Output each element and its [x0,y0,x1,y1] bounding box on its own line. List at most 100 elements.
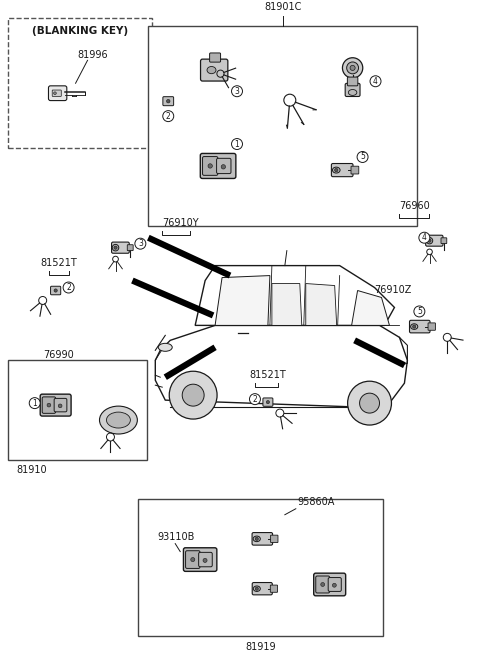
FancyBboxPatch shape [40,394,71,416]
Polygon shape [156,326,408,407]
Ellipse shape [253,536,260,542]
Text: 81901C: 81901C [264,3,301,12]
FancyBboxPatch shape [48,86,67,101]
Circle shape [203,558,207,563]
FancyBboxPatch shape [270,585,277,592]
Circle shape [167,100,170,103]
Circle shape [419,233,430,243]
Circle shape [428,239,431,242]
Circle shape [255,537,258,540]
Text: 5: 5 [417,307,422,316]
Text: 93110B: 93110B [157,532,195,542]
FancyBboxPatch shape [216,159,231,174]
FancyBboxPatch shape [409,320,430,333]
Ellipse shape [348,90,357,96]
Text: 81521T: 81521T [40,257,77,268]
Polygon shape [352,291,389,326]
Text: 2: 2 [66,283,71,292]
Text: 81919: 81919 [245,643,276,652]
Circle shape [47,403,51,407]
FancyBboxPatch shape [42,397,56,413]
FancyBboxPatch shape [252,582,272,595]
Circle shape [348,381,392,425]
Ellipse shape [410,324,418,329]
Bar [138,499,383,636]
FancyBboxPatch shape [263,398,273,406]
FancyBboxPatch shape [186,551,200,569]
Ellipse shape [253,586,260,591]
FancyBboxPatch shape [199,552,212,567]
Circle shape [163,111,174,122]
Circle shape [54,289,57,292]
Circle shape [250,394,261,405]
Circle shape [221,164,226,169]
Text: 95860A: 95860A [298,496,335,507]
FancyBboxPatch shape [328,578,341,591]
Text: 76960: 76960 [399,201,430,211]
Circle shape [231,86,242,97]
Bar [8,18,152,148]
FancyBboxPatch shape [203,157,218,176]
FancyBboxPatch shape [50,286,61,295]
Circle shape [54,92,56,94]
FancyBboxPatch shape [441,238,447,244]
FancyBboxPatch shape [52,90,61,96]
Circle shape [169,371,217,419]
Polygon shape [195,266,395,326]
Ellipse shape [426,238,433,244]
Circle shape [255,587,258,590]
Text: 81521T: 81521T [250,370,286,380]
FancyBboxPatch shape [351,166,359,174]
Circle shape [342,58,363,78]
Polygon shape [215,276,270,326]
Text: 2: 2 [166,111,170,121]
FancyBboxPatch shape [163,97,174,105]
Circle shape [321,582,324,586]
Ellipse shape [112,244,119,251]
Text: 5: 5 [360,153,365,162]
FancyBboxPatch shape [127,245,133,251]
Circle shape [182,384,204,406]
Text: 1: 1 [32,399,37,407]
Text: 2: 2 [252,394,257,403]
Circle shape [191,557,195,561]
FancyBboxPatch shape [426,235,443,246]
Circle shape [231,139,242,149]
Bar [148,26,418,226]
FancyBboxPatch shape [314,573,346,596]
Circle shape [58,404,62,407]
Circle shape [360,393,380,413]
Circle shape [63,282,74,293]
Bar [8,360,147,460]
Text: 3: 3 [138,239,143,248]
Circle shape [266,400,269,403]
FancyBboxPatch shape [345,83,360,96]
FancyBboxPatch shape [316,576,330,593]
FancyBboxPatch shape [271,535,278,542]
FancyBboxPatch shape [183,548,217,571]
Circle shape [350,66,355,71]
FancyBboxPatch shape [54,398,67,412]
FancyBboxPatch shape [348,77,358,86]
Text: 3: 3 [235,86,240,96]
Text: 76910Z: 76910Z [374,286,412,295]
Ellipse shape [107,412,131,428]
FancyBboxPatch shape [331,164,353,177]
Polygon shape [306,284,336,326]
Ellipse shape [333,167,340,173]
Circle shape [114,246,117,250]
FancyBboxPatch shape [428,323,435,330]
Circle shape [208,164,212,168]
Text: 76910Y: 76910Y [162,217,199,228]
Circle shape [370,76,381,86]
Ellipse shape [99,406,137,434]
Text: 4: 4 [373,77,378,86]
Text: (BLANKING KEY): (BLANKING KEY) [32,26,128,37]
Circle shape [335,168,338,172]
Text: 81996: 81996 [77,50,108,60]
Ellipse shape [207,67,216,73]
Circle shape [413,325,416,328]
FancyBboxPatch shape [201,59,228,81]
Text: 81910: 81910 [17,465,48,475]
Text: 4: 4 [422,233,427,242]
